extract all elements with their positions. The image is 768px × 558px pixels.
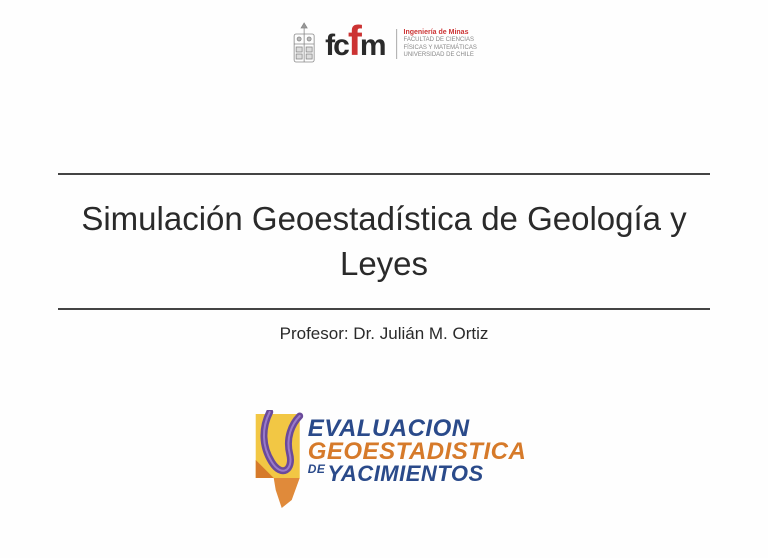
caption-line2: FACULTAD DE CIENCIAS — [404, 37, 477, 44]
footer-de: DE — [308, 462, 326, 476]
evaluation-graphic-icon — [242, 410, 314, 513]
footer-line3-main: YACIMIENTOS — [327, 461, 483, 486]
footer-line3: DEYACIMIENTOS — [308, 464, 527, 485]
fcfm-logo-text: fcfm — [325, 26, 384, 63]
footer-logo: EVALUACION GEOESTADISTICA DEYACIMIENTOS — [242, 410, 527, 513]
caption-line3: FÍSICAS Y MATEMÁTICAS — [404, 45, 477, 52]
title-rule-bottom — [58, 308, 710, 310]
subtitle: Profesor: Dr. Julián M. Ortiz — [58, 324, 710, 344]
header-logo: fcfm Ingeniería de Minas FACULTAD DE CIE… — [291, 22, 477, 66]
logo-f: f — [348, 26, 360, 55]
main-title: Simulación Geoestadística de Geología y … — [58, 175, 710, 308]
caption-line1: Ingeniería de Minas — [404, 29, 477, 37]
logo-caption: Ingeniería de Minas FACULTAD DE CIENCIAS… — [397, 29, 477, 59]
footer-text: EVALUACION GEOESTADISTICA DEYACIMIENTOS — [308, 418, 527, 484]
logo-m: m — [360, 29, 385, 63]
caption-line4: UNIVERSIDAD DE CHILE — [404, 52, 477, 59]
logo-fc: fc — [325, 29, 348, 63]
university-shield-icon — [291, 22, 317, 66]
title-block: Simulación Geoestadística de Geología y … — [58, 173, 710, 344]
